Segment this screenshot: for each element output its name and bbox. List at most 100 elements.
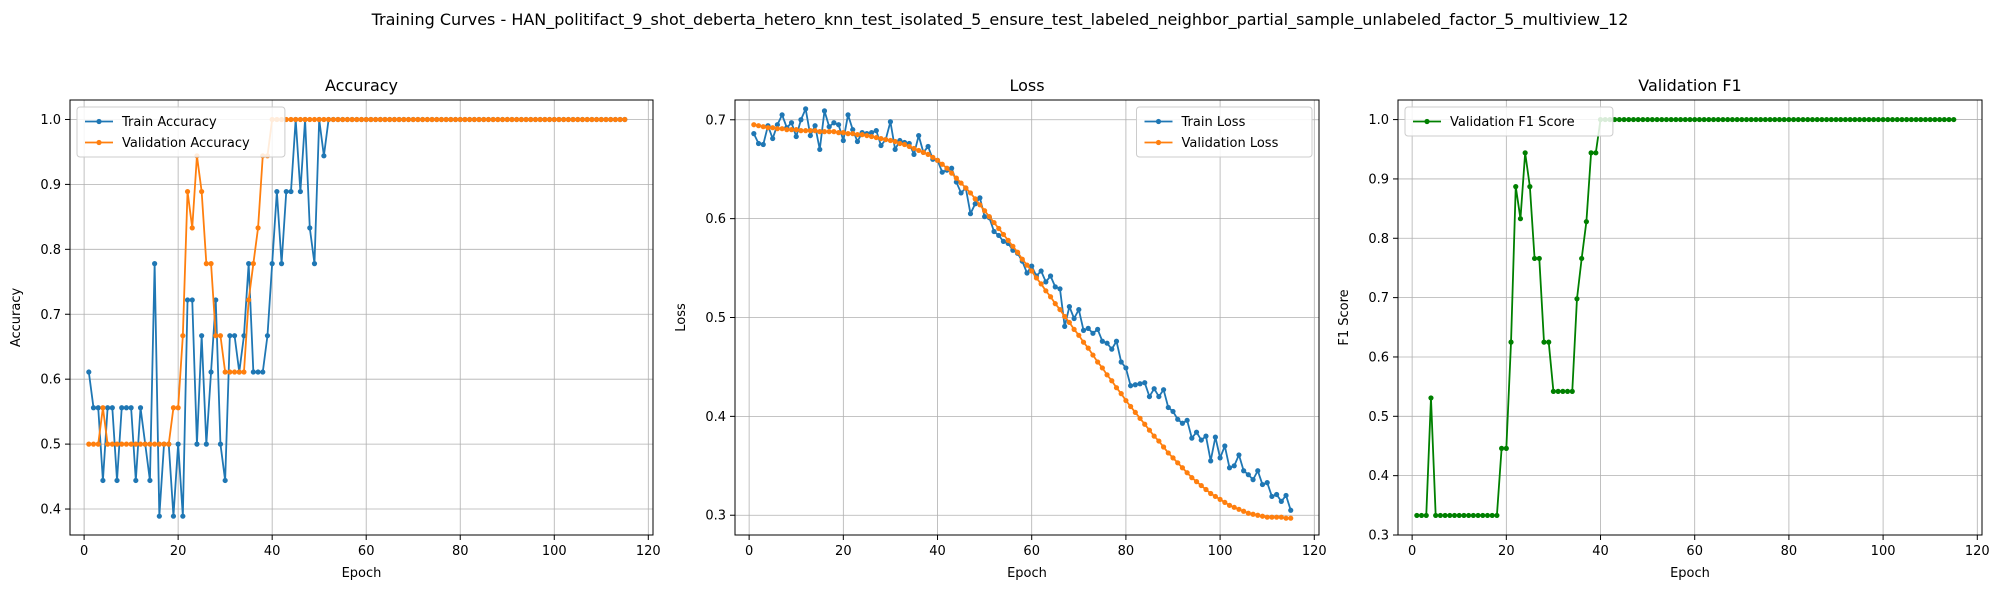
data-point: [1649, 116, 1655, 123]
data-point: [817, 146, 823, 153]
data-point: [429, 116, 435, 123]
data-point: [1212, 493, 1218, 500]
data-point: [883, 136, 889, 143]
data-point: [1640, 116, 1646, 123]
data-point: [1005, 237, 1011, 243]
x-tick-label: 0: [1408, 544, 1416, 559]
data-point: [1758, 116, 1764, 123]
legend: Validation F1 Score: [1404, 106, 1614, 137]
legend-marker: [1155, 139, 1162, 146]
data-point: [1904, 116, 1910, 123]
legend-box: [76, 106, 286, 158]
data-point: [189, 297, 195, 303]
y-tick-label: 0.9: [40, 178, 61, 193]
plot-frame: [1397, 99, 1983, 536]
data-point: [537, 116, 543, 123]
data-point: [798, 117, 804, 123]
data-point: [1588, 150, 1594, 156]
data-point: [1527, 184, 1533, 190]
x-tick-label: 20: [1498, 544, 1515, 559]
data-point: [1856, 116, 1863, 123]
data-point: [1165, 404, 1171, 411]
data-point: [509, 116, 515, 123]
data-point: [387, 116, 393, 123]
data-point: [868, 130, 875, 136]
data-point: [584, 116, 590, 123]
data-point: [1047, 273, 1054, 279]
data-point: [1475, 512, 1481, 519]
data-point: [203, 261, 209, 267]
data-point: [892, 138, 898, 145]
data-point: [1466, 512, 1472, 519]
data-point: [916, 132, 922, 139]
data-point: [546, 116, 553, 123]
data-point: [826, 124, 832, 130]
data-point: [1095, 359, 1101, 365]
data-point: [996, 225, 1002, 232]
data-point: [1480, 512, 1486, 519]
data-point: [227, 369, 233, 375]
data-point: [95, 441, 101, 447]
data-point: [274, 188, 280, 195]
data-point: [1800, 116, 1806, 123]
data-point: [982, 208, 988, 214]
y-tick-label: 0.6: [1368, 350, 1389, 365]
data-point: [1283, 492, 1289, 499]
data-point: [1583, 219, 1589, 225]
legend-marker: [1424, 118, 1430, 125]
charts-container: 0 20 40 60 80 100 120 0.4 0.5 0.6 0.7 0.8 0.9 1.0 Accu…: [9, 76, 1990, 581]
data-point: [1052, 284, 1058, 290]
data-point: [1024, 262, 1030, 268]
data-point: [434, 116, 440, 123]
series-validation-accuracy: [86, 116, 628, 447]
data-point: [793, 127, 799, 133]
data-point: [231, 369, 238, 375]
data-point: [95, 405, 101, 411]
data-point: [1645, 116, 1651, 123]
data-point: [250, 369, 256, 375]
data-point: [213, 333, 219, 339]
data-point: [175, 405, 181, 411]
data-point: [109, 405, 115, 411]
data-point: [1517, 216, 1524, 222]
data-point: [133, 441, 139, 447]
data-point: [788, 120, 795, 126]
data-point: [377, 116, 383, 123]
data-point: [967, 190, 974, 196]
data-point: [184, 188, 191, 195]
data-point: [821, 108, 828, 114]
data-point: [1748, 116, 1754, 123]
data-point: [1499, 445, 1505, 451]
data-point: [1706, 116, 1712, 123]
data-point: [293, 116, 299, 123]
data-point: [1175, 416, 1181, 422]
data-point: [1217, 455, 1223, 461]
data-point: [840, 130, 846, 136]
data-point: [1189, 475, 1195, 481]
data-point: [1099, 338, 1105, 344]
chart-title: Loss: [1009, 76, 1044, 95]
data-point: [1109, 346, 1115, 352]
data-point: [1179, 420, 1186, 426]
data-point: [485, 116, 492, 123]
data-point: [1470, 512, 1476, 519]
legend-marker: [96, 139, 102, 146]
data-point: [250, 261, 256, 267]
data-point: [1569, 388, 1575, 394]
data-point: [363, 116, 369, 123]
legend-marker: [96, 118, 102, 125]
data-point: [1626, 116, 1632, 123]
data-point: [551, 116, 557, 123]
chart-accuracy: 0 20 40 60 80 100 120 0.4 0.5 0.6 0.7 0.8 0.9 1.0 Accu…: [9, 76, 661, 581]
data-point: [779, 126, 785, 132]
data-point: [1090, 330, 1096, 336]
data-point: [859, 132, 865, 138]
data-point: [864, 132, 870, 139]
data-point: [967, 211, 974, 217]
data-point: [288, 116, 294, 123]
data-point: [1428, 395, 1434, 401]
data-point: [878, 135, 884, 142]
data-point: [391, 116, 398, 123]
data-point: [382, 116, 388, 123]
data-point: [1217, 496, 1223, 503]
